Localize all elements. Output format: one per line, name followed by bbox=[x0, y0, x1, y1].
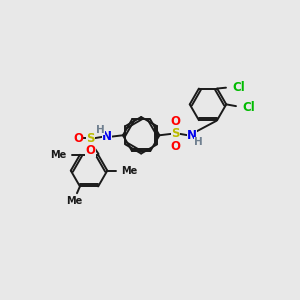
Text: Cl: Cl bbox=[232, 81, 245, 94]
Text: O: O bbox=[171, 115, 181, 128]
Text: O: O bbox=[73, 132, 83, 145]
Text: Me: Me bbox=[121, 166, 137, 176]
Text: Me: Me bbox=[50, 150, 66, 160]
Text: N: N bbox=[102, 130, 112, 143]
Text: H: H bbox=[97, 125, 105, 135]
Text: O: O bbox=[85, 144, 95, 157]
Text: N: N bbox=[187, 129, 197, 142]
Text: H: H bbox=[194, 137, 203, 147]
Text: Me: Me bbox=[67, 196, 83, 206]
Text: Cl: Cl bbox=[242, 101, 255, 114]
Text: S: S bbox=[86, 132, 95, 145]
Text: S: S bbox=[171, 127, 180, 140]
Text: O: O bbox=[171, 140, 181, 153]
